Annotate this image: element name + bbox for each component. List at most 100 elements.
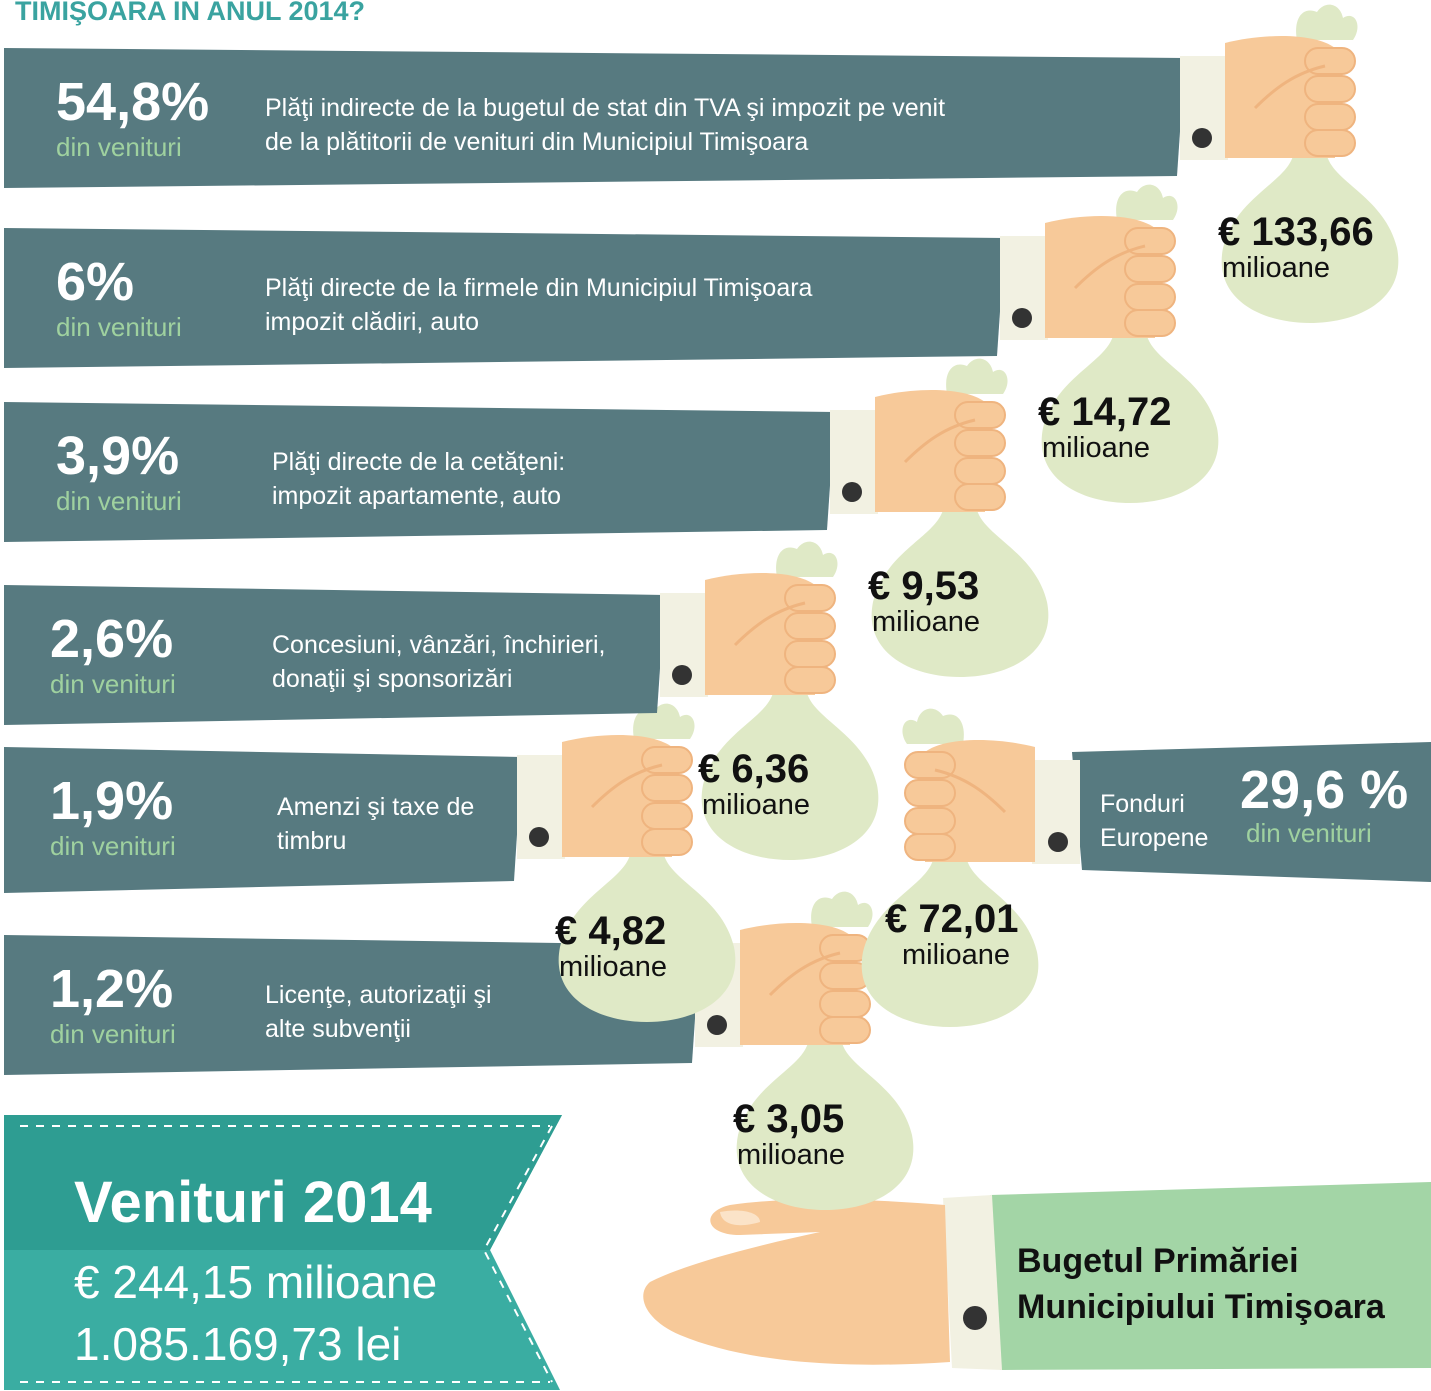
amount-unit: milioane <box>872 606 980 638</box>
bag-tuft <box>776 541 838 577</box>
percent: 3,9% <box>56 426 179 486</box>
thumb <box>934 768 1007 814</box>
finger <box>1124 255 1176 283</box>
cuff-button <box>1048 832 1068 852</box>
money-bag <box>558 855 736 1022</box>
description: impozit clădiri, auto <box>265 308 479 336</box>
description: Fonduri <box>1100 790 1185 818</box>
description: Concesiuni, vânzări, închirieri, <box>272 631 605 659</box>
thumb <box>1073 244 1146 290</box>
amount-unit: milioane <box>1042 432 1150 464</box>
percent: 2,6% <box>50 609 173 669</box>
title: TIMIŞOARA ÎN ANUL 2014? <box>15 0 365 26</box>
percent: 1,2% <box>50 959 173 1019</box>
description: donaţii şi sponsorizări <box>272 665 512 693</box>
percent-sub: din venituri <box>56 312 182 342</box>
description: Licenţe, autorizaţii şi <box>265 981 492 1009</box>
percent-sub: din venituri <box>50 669 176 699</box>
amount: € 72,01 <box>885 897 1018 941</box>
finger <box>819 990 871 1018</box>
bag-tuft <box>1116 184 1178 220</box>
hand-with-bag <box>1180 4 1399 323</box>
amount: € 4,82 <box>555 909 666 953</box>
finger <box>819 1016 871 1044</box>
cuff-button <box>707 1015 727 1035</box>
percent: 6% <box>56 252 134 312</box>
thumb <box>733 601 806 647</box>
amount-unit: milioane <box>1222 252 1330 284</box>
cuff-button <box>1012 308 1032 328</box>
finger <box>904 807 956 835</box>
finger <box>954 457 1006 485</box>
hand-with-bag <box>517 703 736 1022</box>
amount-unit: milioane <box>559 951 667 983</box>
percent-sub: din venituri <box>1246 818 1372 848</box>
bag-tuft <box>902 708 964 744</box>
thumb <box>1253 64 1326 110</box>
money-bag <box>871 510 1049 677</box>
percent-sub: din venituri <box>56 486 182 516</box>
percent-sub: din venituri <box>56 132 182 162</box>
recipient-box <box>990 1182 1431 1370</box>
amount: € 14,72 <box>1038 390 1171 434</box>
recipient-line: Municipiului Timişoara <box>1017 1288 1386 1326</box>
hand-with-bag <box>830 358 1049 677</box>
money-bag <box>1041 336 1219 503</box>
bag-tuft <box>811 891 873 927</box>
total-eur: € 244,15 milioane <box>74 1256 437 1308</box>
amount: € 3,05 <box>733 1097 844 1141</box>
finger <box>904 833 956 861</box>
finger <box>784 640 836 668</box>
finger <box>641 774 693 802</box>
amount: € 133,66 <box>1218 210 1374 254</box>
percent: 29,6 % <box>1240 760 1408 820</box>
description: Amenzi şi taxe de <box>277 793 474 821</box>
finger <box>641 828 693 856</box>
finger <box>1304 103 1356 131</box>
finger <box>954 483 1006 511</box>
amount: € 6,36 <box>698 747 809 791</box>
finger <box>954 429 1006 457</box>
percent: 1,9% <box>50 771 173 831</box>
finger <box>1304 75 1356 103</box>
finger <box>904 779 956 807</box>
revenue-band <box>4 402 835 542</box>
hand-with-bag <box>660 541 879 860</box>
description: Plăţi directe de la cetăţeni: <box>272 448 565 476</box>
description: timbru <box>277 827 346 855</box>
thumb <box>903 418 976 464</box>
percent-sub: din venituri <box>50 1019 176 1049</box>
amount-unit: milioane <box>737 1139 845 1171</box>
revenue-band <box>4 935 700 1075</box>
description: Plăţi directe de la firmele din Municipi… <box>265 274 813 302</box>
thumb <box>590 763 663 809</box>
finger <box>1124 309 1176 337</box>
description: Plăţi indirecte de la bugetul de stat di… <box>265 94 945 122</box>
amount-unit: milioane <box>902 939 1010 971</box>
finger <box>784 612 836 640</box>
money-bag <box>861 860 1039 1027</box>
open-hand <box>643 1199 950 1365</box>
finger <box>784 666 836 694</box>
cuff-button <box>842 482 862 502</box>
revenue-band <box>4 48 1185 188</box>
fingernail <box>720 1210 760 1226</box>
cuff-button <box>1192 128 1212 148</box>
money-bag <box>736 1043 914 1210</box>
amount: € 9,53 <box>868 564 979 608</box>
recipient-line: Bugetul Primăriei <box>1017 1242 1299 1280</box>
cuff-button <box>963 1306 987 1330</box>
bag-tuft <box>1296 4 1358 40</box>
amount-unit: milioane <box>702 789 810 821</box>
hand-with-bag <box>861 708 1080 1027</box>
percent-sub: din venituri <box>50 831 176 861</box>
description: Europene <box>1100 824 1208 852</box>
bag-tuft <box>946 358 1008 394</box>
cuff-button <box>672 665 692 685</box>
total-lei: 1.085.169,73 lei <box>74 1318 401 1370</box>
description: impozit apartamente, auto <box>272 482 561 510</box>
thumb <box>768 951 841 997</box>
total-title: Venituri 2014 <box>74 1170 432 1235</box>
